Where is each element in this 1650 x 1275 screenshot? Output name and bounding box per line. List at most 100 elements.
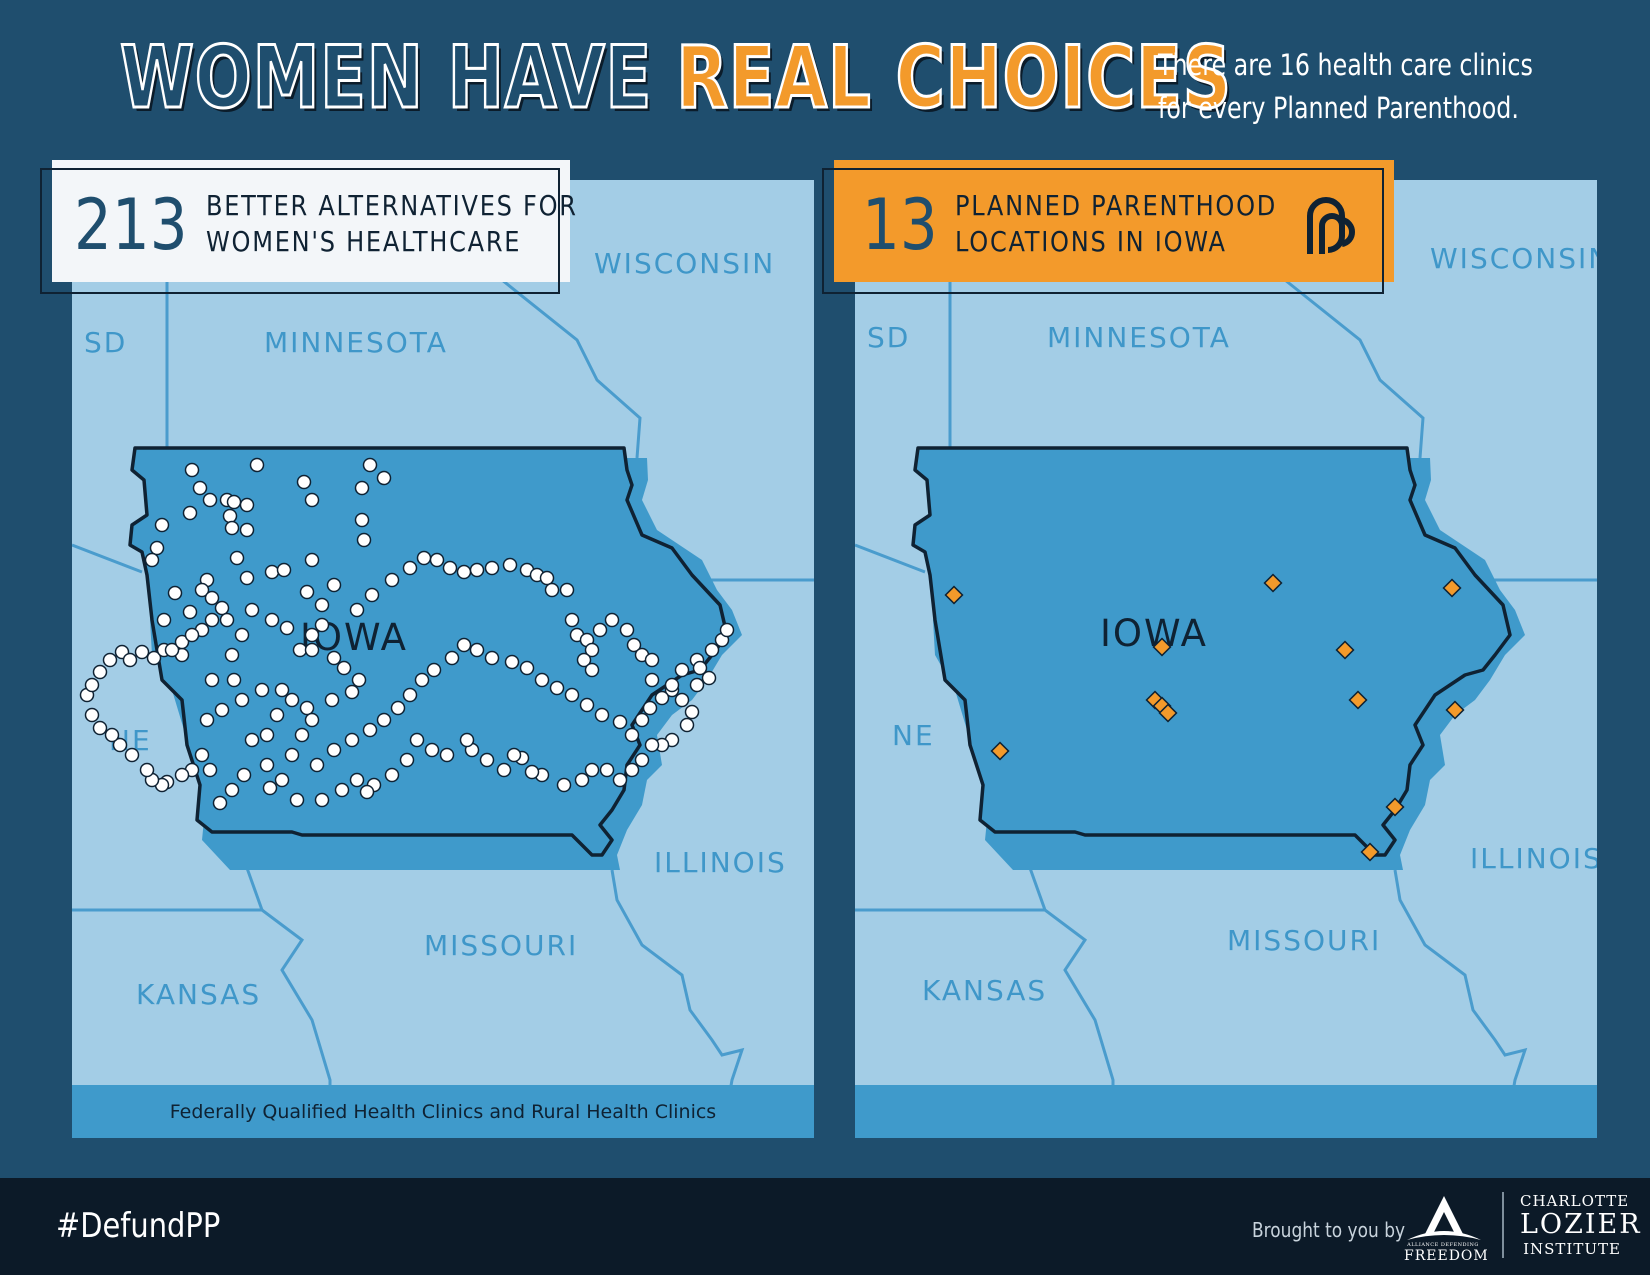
clinic-marker — [349, 602, 365, 618]
planned-parenthood-marker — [1360, 842, 1380, 862]
clinic-marker — [259, 757, 275, 773]
clinic-marker — [344, 684, 360, 700]
badge-label: BETTER ALTERNATIVES FOR WOMEN'S HEALTHCA… — [206, 188, 578, 260]
clinic-marker — [262, 780, 278, 796]
clinic-marker — [624, 727, 640, 743]
clinic-marker — [574, 772, 590, 788]
clinic-marker — [244, 732, 260, 748]
clinic-marker — [354, 512, 370, 528]
clinic-marker — [534, 672, 550, 688]
clinic-marker — [506, 747, 522, 763]
subtitle: There are 16 health care clinics for eve… — [1158, 44, 1533, 130]
label-wisconsin: WISCONSIN — [594, 247, 775, 280]
clinic-marker — [469, 562, 485, 578]
hashtag: #DefundPP — [56, 1206, 221, 1246]
clinic-marker — [204, 672, 220, 688]
clinic-marker — [264, 564, 280, 580]
badge-fill — [834, 160, 1394, 282]
badge-fill — [52, 160, 570, 282]
clinic-marker — [229, 550, 245, 566]
clinic-marker — [226, 494, 242, 510]
brought-by-text: Brought to you by — [1252, 1218, 1406, 1242]
label-sd: SD — [867, 321, 910, 354]
clinic-marker — [456, 637, 472, 653]
badge-planned-parenthood: 13 PLANNED PARENTHOOD LOCATIONS IN IOWA — [822, 160, 1396, 294]
cli-line-3: INSTITUTE — [1523, 1240, 1621, 1258]
clinic-marker — [284, 692, 300, 708]
clinic-marker — [84, 677, 100, 693]
clinic-markers — [79, 457, 735, 811]
clinic-marker — [254, 682, 270, 698]
clinic-marker — [156, 612, 172, 628]
planned-parenthood-marker — [1442, 578, 1462, 598]
clinic-marker — [544, 582, 560, 598]
badge-label-line-1: BETTER ALTERNATIVES FOR — [206, 189, 578, 222]
clinic-marker — [356, 532, 372, 548]
clinic-marker — [684, 704, 700, 720]
cli-line-2: LOZIER — [1520, 1209, 1642, 1240]
clinic-marker — [214, 702, 230, 718]
adf-wordmark: ALLIANCE DEFENDING FREEDOM — [1404, 1242, 1489, 1264]
clinic-marker — [484, 650, 500, 666]
adf-line-2: FREEDOM — [1404, 1248, 1489, 1264]
planned-parenthood-marker — [1152, 637, 1172, 657]
clinic-marker — [692, 660, 708, 676]
clinic-marker — [679, 717, 695, 733]
clinic-marker — [701, 670, 717, 686]
clinic-marker — [564, 687, 580, 703]
clinic-marker — [674, 692, 690, 708]
planned-parenthood-marker — [1263, 573, 1283, 593]
clinic-marker — [496, 762, 512, 778]
cli-logo: CHARLOTTE LOZIER INSTITUTE — [1520, 1192, 1642, 1258]
clinic-marker — [289, 792, 305, 808]
label-minnesota: MINNESOTA — [264, 326, 448, 359]
clinic-marker — [314, 792, 330, 808]
clinic-marker — [259, 727, 275, 743]
clinic-marker — [304, 552, 320, 568]
clinic-marker — [399, 752, 415, 768]
label-illinois: ILLINOIS — [654, 846, 787, 879]
subtitle-line-1: There are 16 health care clinics — [1158, 48, 1533, 82]
clinic-marker — [204, 612, 220, 628]
clinic-marker — [664, 677, 680, 693]
clinic-marker — [384, 572, 400, 588]
clinic-marker — [104, 727, 120, 743]
border-sd-ne — [855, 543, 926, 574]
clinic-marker — [134, 644, 150, 660]
clinic-marker — [219, 612, 235, 628]
clinic-marker — [556, 777, 572, 793]
planned-parenthood-marker — [990, 741, 1010, 761]
clinic-marker — [199, 712, 215, 728]
clinic-marker — [304, 712, 320, 728]
clinic-marker — [139, 762, 155, 778]
clinic-marker — [284, 747, 300, 763]
clinic-marker — [236, 767, 252, 783]
clinic-marker — [444, 650, 460, 666]
clinic-marker — [146, 650, 162, 666]
clinic-marker — [402, 687, 418, 703]
logo-divider — [1502, 1192, 1504, 1258]
clinic-marker — [234, 692, 250, 708]
clinic-marker — [102, 652, 118, 668]
clinic-marker — [234, 627, 250, 643]
planned-parenthood-logo-icon — [1307, 197, 1355, 254]
title-part-1: WOMEN HAVE — [119, 27, 677, 130]
clinic-marker — [376, 470, 392, 486]
clinic-marker — [274, 682, 290, 698]
clinic-marker — [634, 752, 650, 768]
border-mn-wi — [1284, 278, 1425, 459]
clinic-marker — [149, 540, 165, 556]
badge-frame — [822, 168, 1384, 294]
pp-map: SD MINNESOTA WISCONSIN NE ILLINOIS MISSO… — [855, 242, 1597, 1138]
clinic-marker — [274, 772, 290, 788]
clinic-marker — [349, 772, 365, 788]
clinic-marker — [416, 550, 432, 566]
clinic-marker — [224, 520, 240, 536]
clinic-marker — [644, 737, 660, 753]
clinic-marker — [212, 795, 228, 811]
clinic-marker — [314, 617, 330, 633]
clinic-marker — [122, 652, 138, 668]
clinic-marker — [584, 762, 600, 778]
clinic-marker — [184, 627, 200, 643]
